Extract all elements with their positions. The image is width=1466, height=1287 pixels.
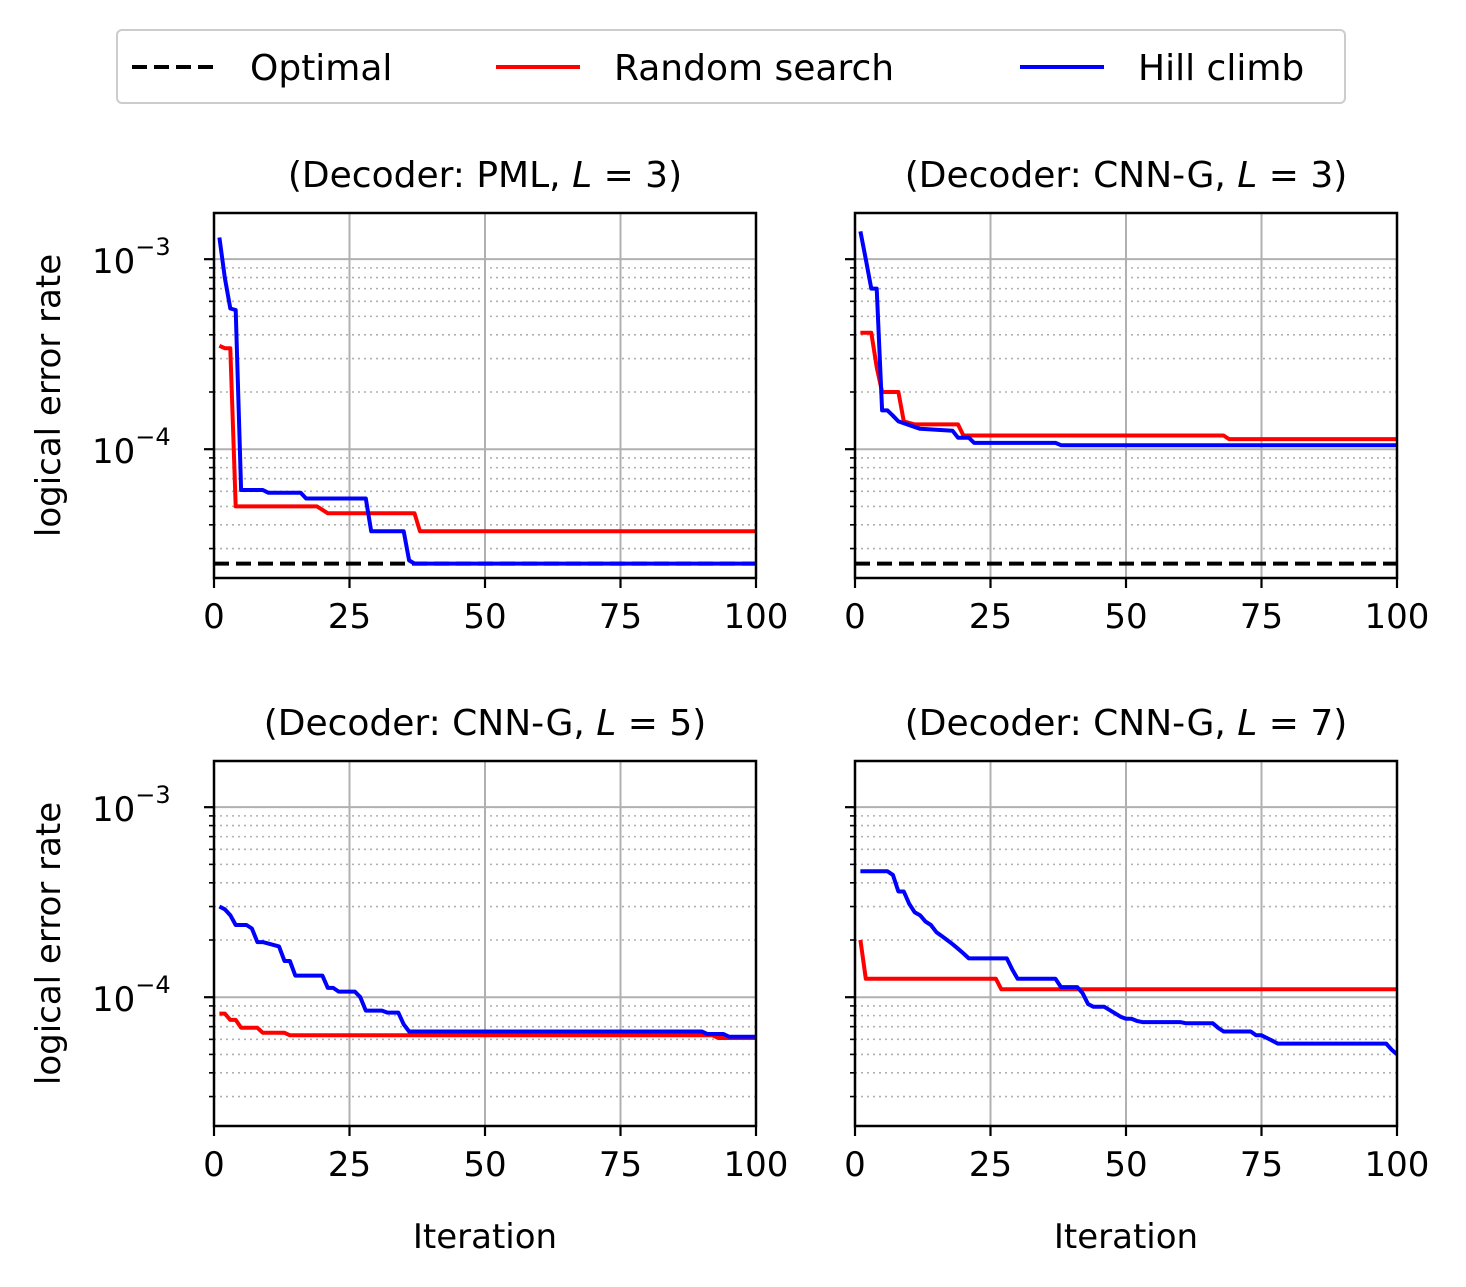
series-line-hill xyxy=(217,237,756,566)
x-tick-label: 100 xyxy=(724,1145,789,1185)
title-suffix: = 3) xyxy=(1257,155,1347,196)
title-variable: L xyxy=(1237,155,1257,196)
x-tick-label: 75 xyxy=(1240,597,1283,637)
series-line-random xyxy=(858,939,1397,992)
y-tick-base: 10 xyxy=(92,242,135,282)
y-tick-base: 10 xyxy=(92,980,135,1020)
series-lines xyxy=(218,904,756,1040)
x-tick-label: 0 xyxy=(203,597,225,637)
legend-label-random-search: Random search xyxy=(614,48,894,89)
title-variable: L xyxy=(596,703,616,744)
series-line-random xyxy=(860,330,1397,442)
panel-title: (Decoder: PML, L = 3) xyxy=(288,155,682,196)
title-prefix: (Decoder: CNN-G, xyxy=(905,155,1238,196)
y-tick-label: 10−3 xyxy=(92,233,171,282)
panel-title: (Decoder: CNN-G, L = 7) xyxy=(905,703,1348,744)
title-suffix: = 7) xyxy=(1257,703,1347,744)
x-tick-label: 75 xyxy=(1240,1145,1283,1185)
series-lines xyxy=(855,231,1397,566)
y-tick-label: 10−4 xyxy=(92,423,171,472)
title-prefix: (Decoder: PML, xyxy=(288,155,572,196)
x-axis-label: Iteration xyxy=(413,1217,557,1257)
y-tick-base: 10 xyxy=(92,432,135,472)
series-line-hill xyxy=(858,231,1397,448)
x-tick-label: 25 xyxy=(328,1145,371,1185)
y-tick-exponent: −3 xyxy=(135,233,170,261)
series-lines xyxy=(858,869,1397,1056)
panel-title: (Decoder: CNN-G, L = 5) xyxy=(264,703,707,744)
grid xyxy=(854,761,1398,1126)
x-axis-label: Iteration xyxy=(1054,1217,1198,1257)
y-axis-label: logical error rate xyxy=(29,254,69,537)
y-tick-exponent: −3 xyxy=(135,781,170,809)
series-line-hill xyxy=(860,869,1397,1056)
y-tick-base: 10 xyxy=(92,790,135,830)
y-tick-exponent: −4 xyxy=(135,971,170,999)
legend-label-optimal: Optimal xyxy=(250,48,392,89)
series-lines xyxy=(214,237,756,566)
title-suffix: = 3) xyxy=(592,155,682,196)
y-tick-label: 10−3 xyxy=(92,781,171,830)
y-axis-label: logical error rate xyxy=(29,802,69,1085)
x-tick-label: 50 xyxy=(463,1145,506,1185)
title-prefix: (Decoder: CNN-G, xyxy=(264,703,597,744)
x-tick-label: 0 xyxy=(844,597,866,637)
x-tick-label: 50 xyxy=(463,597,506,637)
title-variable: L xyxy=(572,155,592,196)
x-tick-label: 50 xyxy=(1104,1145,1147,1185)
series-line-hill xyxy=(218,904,756,1039)
x-tick-label: 100 xyxy=(724,597,789,637)
series-line-random xyxy=(219,1011,756,1040)
title-prefix: (Decoder: CNN-G, xyxy=(905,703,1238,744)
x-tick-label: 25 xyxy=(328,597,371,637)
x-tick-label: 0 xyxy=(203,1145,225,1185)
panel-2: 0 25 50 75 100 (Decoder: CNN-G, L = 3) xyxy=(844,155,1429,637)
x-tick-label: 50 xyxy=(1104,597,1147,637)
y-tick-label: 10−4 xyxy=(92,971,171,1020)
panel-title: (Decoder: CNN-G, L = 3) xyxy=(905,155,1348,196)
legend-frame xyxy=(116,29,1346,104)
y-tick-exponent: −4 xyxy=(135,423,170,451)
x-tick-label: 25 xyxy=(969,1145,1012,1185)
x-tick-label: 100 xyxy=(1365,1145,1430,1185)
x-tick-label: 0 xyxy=(844,1145,866,1185)
x-tick-label: 75 xyxy=(599,1145,642,1185)
title-suffix: = 5) xyxy=(616,703,706,744)
series-line-random xyxy=(218,343,756,534)
x-tick-label: 25 xyxy=(969,597,1012,637)
panel-4: 0 25 50 75 100 (Decoder: CNN-G, L = 7) Iterati… xyxy=(844,703,1429,1257)
legend-label-hill-climb: Hill climb xyxy=(1138,48,1304,89)
x-tick-label: 75 xyxy=(599,597,642,637)
grid xyxy=(213,761,757,1126)
title-variable: L xyxy=(1237,703,1257,744)
grid xyxy=(213,213,757,578)
legend: Optimal Random search Hill climb xyxy=(116,29,1346,104)
x-tick-label: 100 xyxy=(1365,597,1430,637)
grid xyxy=(854,213,1398,578)
